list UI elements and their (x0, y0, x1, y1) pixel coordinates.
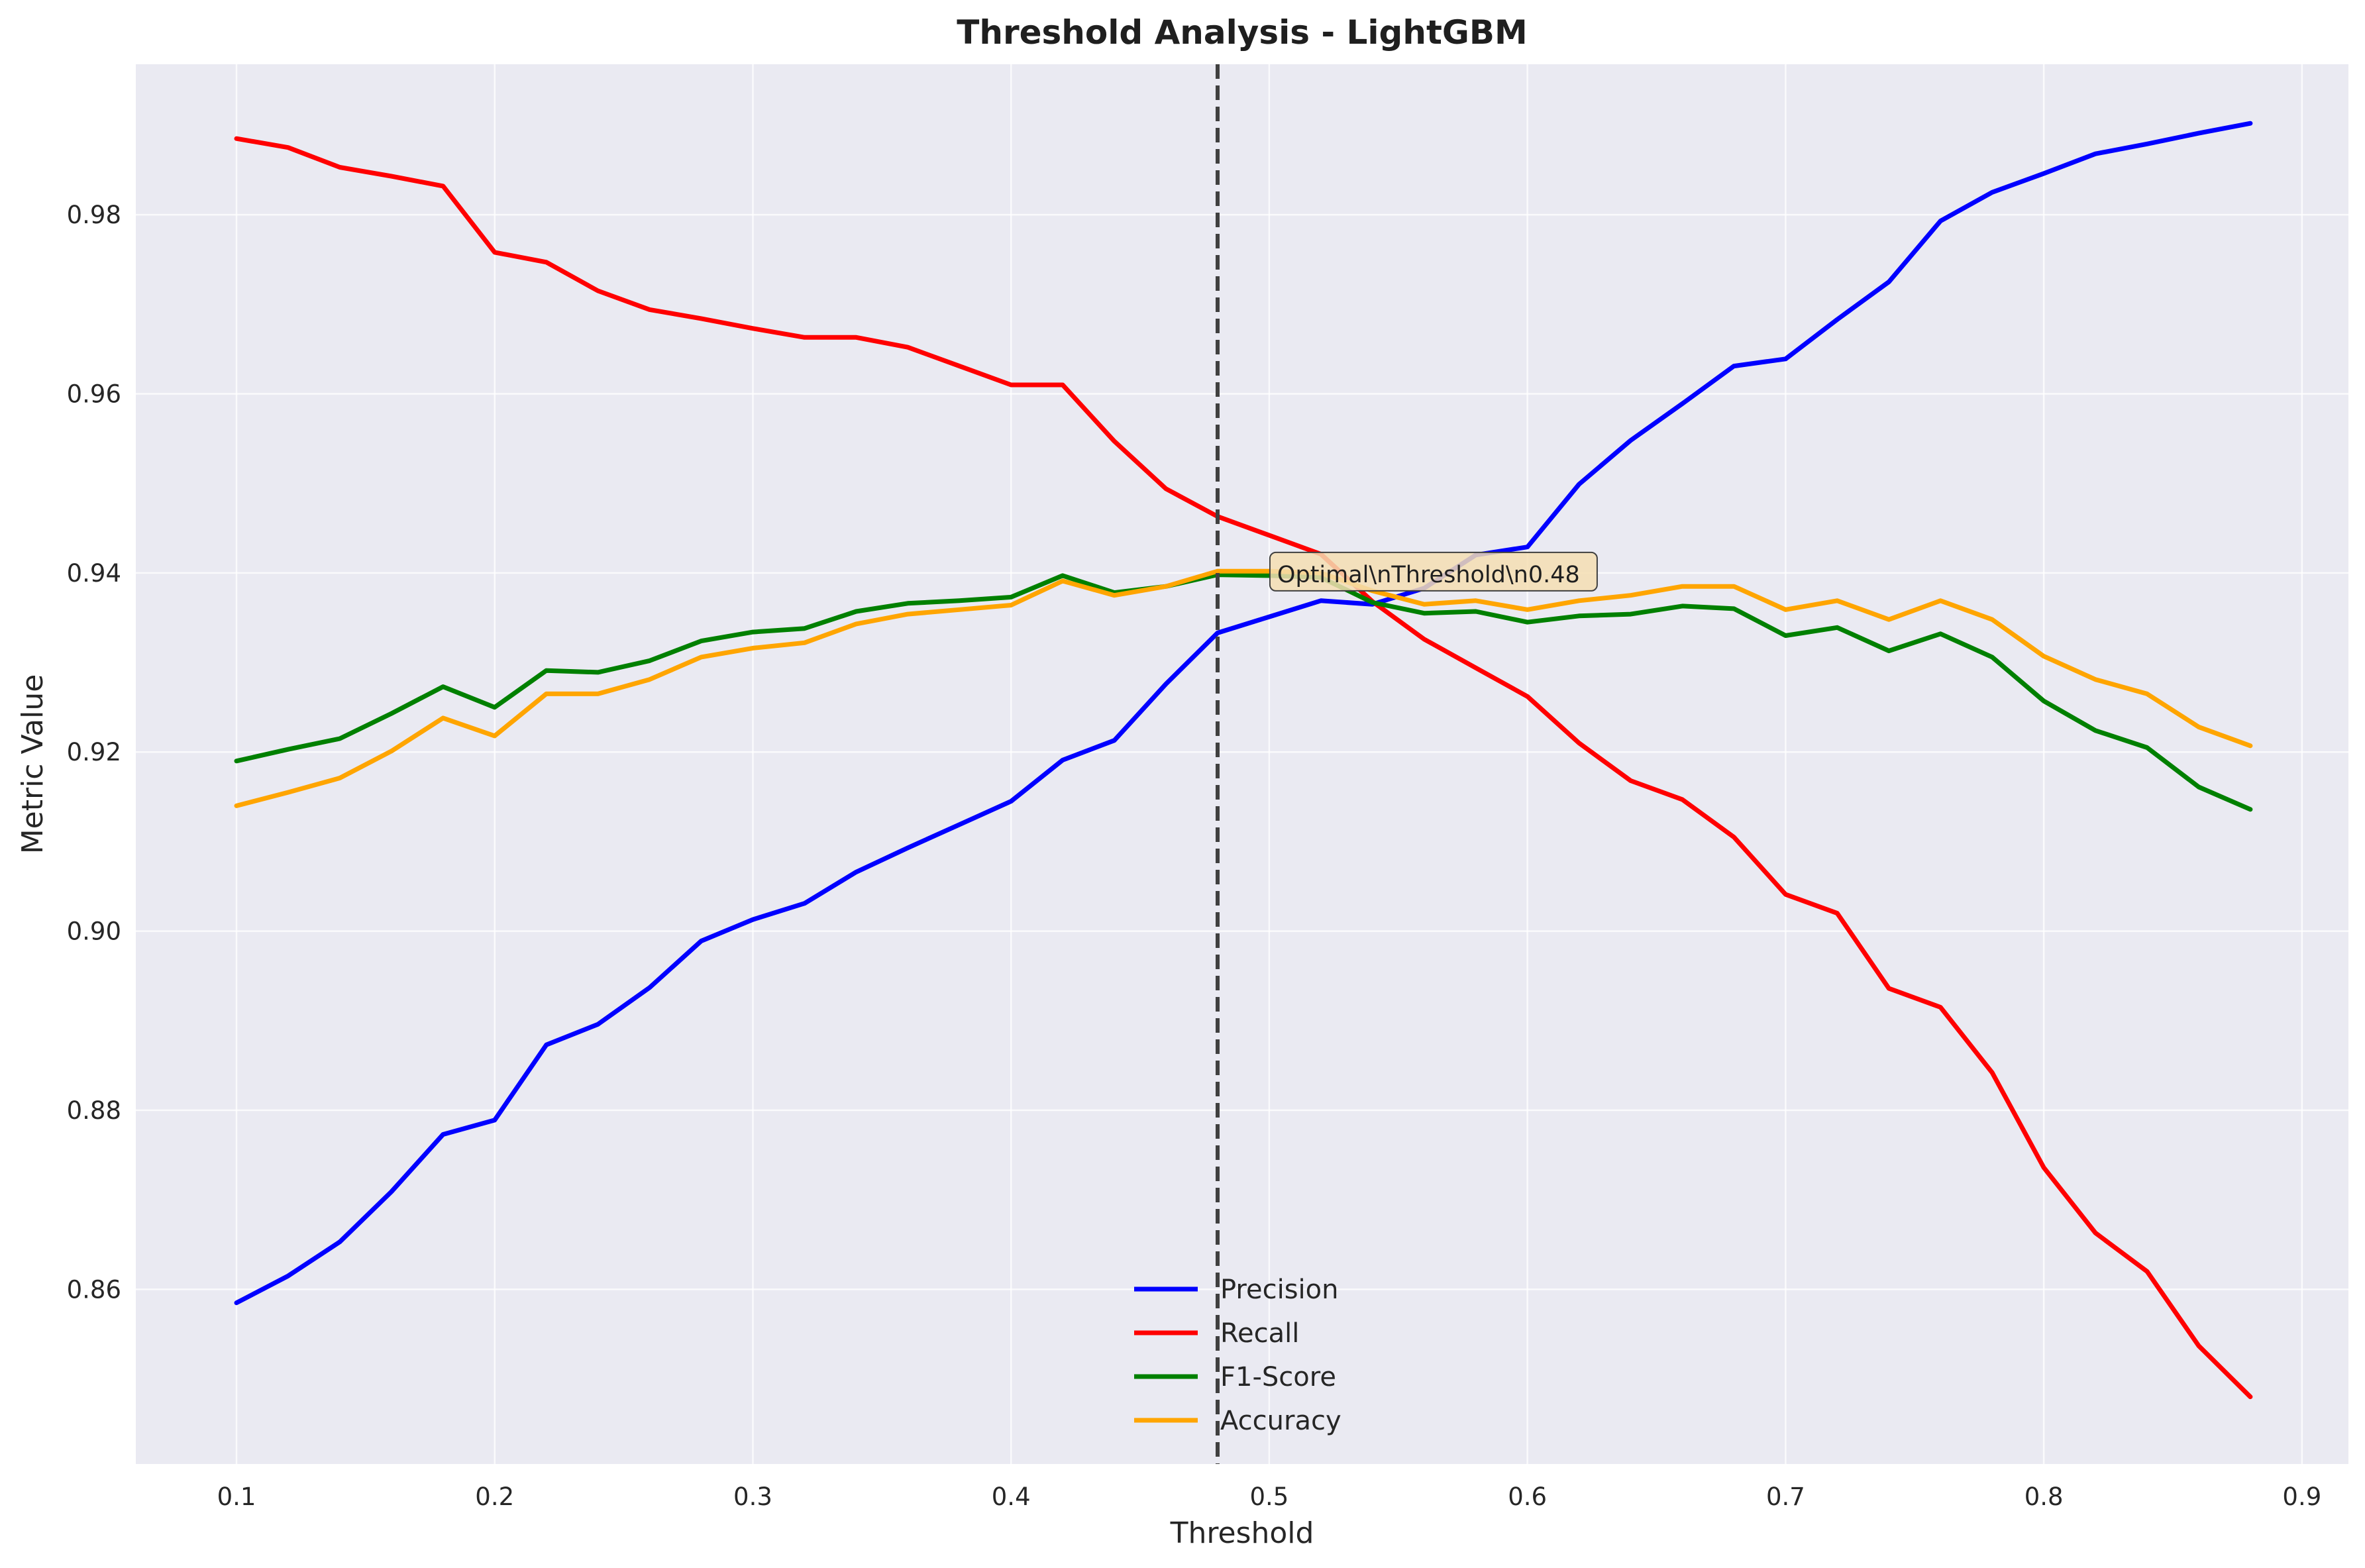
legend-label-accuracy: Accuracy (1220, 1406, 1341, 1436)
x-tick-label: 0.1 (217, 1483, 256, 1511)
series-line-precision (234, 121, 2253, 1306)
x-tick-label: 0.7 (1766, 1483, 1805, 1511)
series-line-f1-score (234, 572, 2253, 812)
x-tick-label: 0.4 (992, 1483, 1031, 1511)
y-tick-label: 0.92 (67, 738, 121, 766)
annotation-text: Optimal\nThreshold\n0.48 (1277, 562, 1580, 588)
y-tick-label: 0.88 (67, 1096, 121, 1125)
legend-label-recall: Recall (1220, 1318, 1299, 1349)
series-lines (234, 121, 2253, 1400)
y-tick-label: 0.90 (67, 917, 121, 946)
chart-title: Threshold Analysis - LightGBM (957, 13, 1528, 52)
y-axis-ticks: 0.86 0.88 0.90 0.92 0.94 0.96 0.98 (67, 201, 121, 1304)
x-tick-label: 0.3 (733, 1483, 772, 1511)
legend: Precision Recall F1-Score Accuracy (1134, 1275, 1341, 1436)
x-tick-label: 0.9 (2282, 1483, 2321, 1511)
x-tick-label: 0.5 (1250, 1483, 1289, 1511)
y-tick-label: 0.94 (67, 559, 121, 588)
x-tick-label: 0.2 (475, 1483, 514, 1511)
x-axis-ticks: 0.1 0.2 0.3 0.4 0.5 0.6 0.7 0.8 0.9 (217, 1483, 2322, 1511)
y-tick-label: 0.96 (67, 380, 121, 408)
series-line-recall (234, 136, 2253, 1400)
plot-area (136, 64, 2348, 1464)
optimal-threshold-annotation: Optimal\nThreshold\n0.48 (1269, 551, 1598, 592)
legend-label-precision: Precision (1220, 1275, 1338, 1305)
annotation-box (1269, 551, 1598, 592)
series-line-accuracy (234, 568, 2253, 808)
x-tick-label: 0.6 (1508, 1483, 1547, 1511)
x-tick-label: 0.8 (2024, 1483, 2064, 1511)
y-tick-label: 0.86 (67, 1275, 121, 1304)
y-tick-label: 0.98 (67, 201, 121, 229)
x-axis-label: Threshold (1170, 1516, 1314, 1550)
y-axis-label: Metric Value (16, 674, 50, 855)
legend-label-f1-score: F1-Score (1220, 1362, 1336, 1392)
